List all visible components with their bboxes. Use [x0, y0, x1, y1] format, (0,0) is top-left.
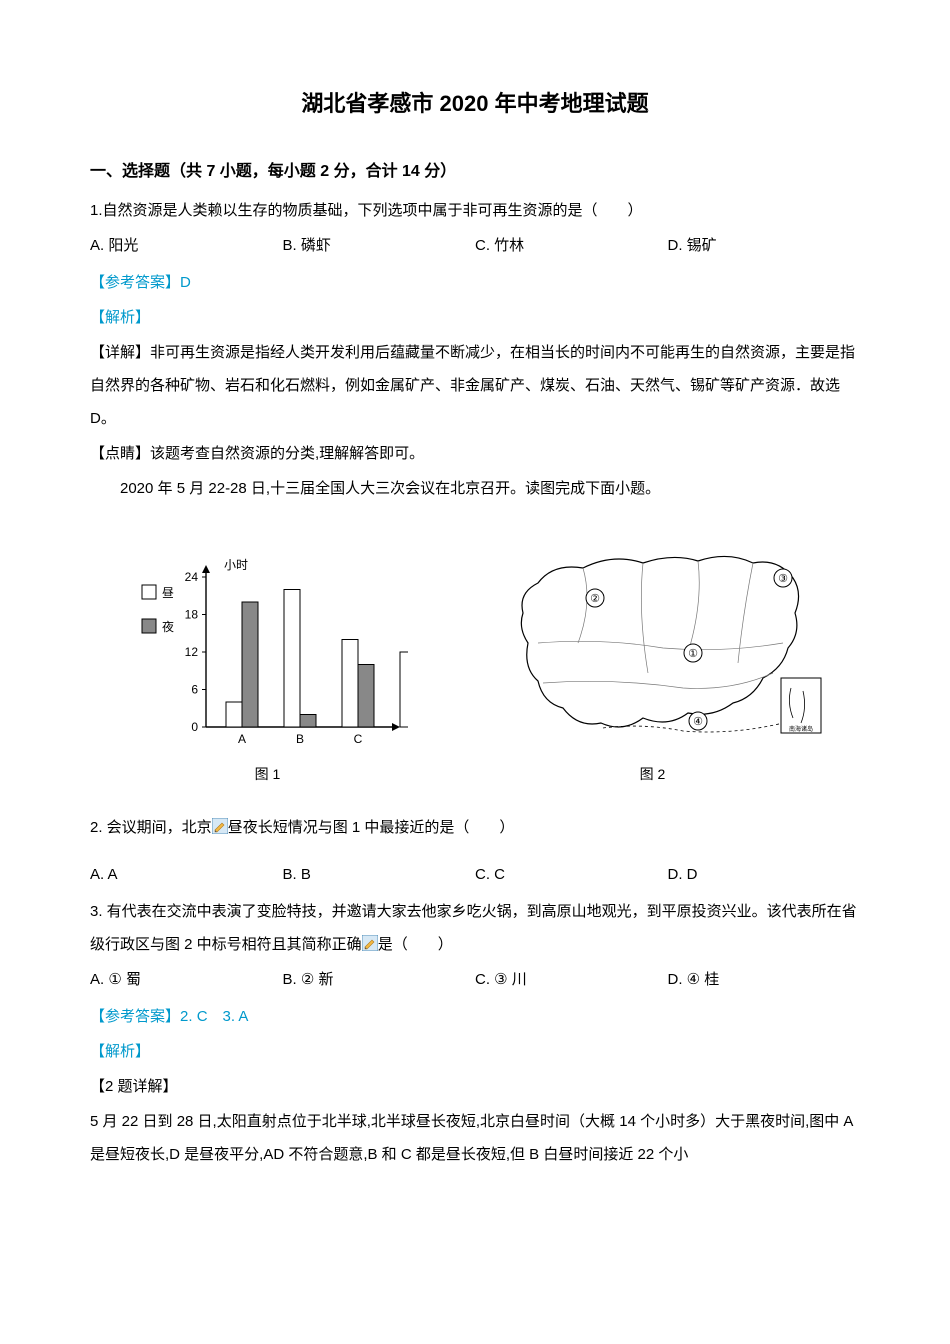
q1-options: A. 阳光 B. 磷虾 C. 竹林 D. 锡矿	[90, 229, 860, 262]
intro2: 2020 年 5 月 22-28 日,十三届全国人大三次会议在北京召开。读图完成…	[90, 472, 860, 505]
q3-options: A. ① 蜀 B. ② 新 C. ③ 川 D. ④ 桂	[90, 963, 860, 996]
svg-text:C: C	[353, 732, 362, 746]
map-marker-3-label: ③	[778, 573, 788, 585]
q2-optC: C. C	[475, 858, 668, 891]
svg-text:昼: 昼	[162, 586, 174, 600]
q3-optB: B. ② 新	[283, 963, 476, 996]
svg-text:6: 6	[191, 682, 198, 696]
q2-optB: B. B	[283, 858, 476, 891]
answer-label: 【参考答案】	[90, 274, 180, 291]
q23-answer: 【参考答案】2. C 3. A	[90, 1000, 860, 1033]
figure1-caption: 图 1	[255, 759, 281, 790]
svg-text:小时: 小时	[224, 558, 248, 572]
china-map-figure: ① ② ③ ④ 南海诸岛	[483, 523, 823, 753]
answer-label: 【参考答案】	[90, 1008, 180, 1025]
q2-detail: 5 月 22 日到 28 日,太阳直射点位于北半球,北半球昼长夜短,北京白昼时间…	[90, 1105, 860, 1171]
q3-optA: A. ① 蜀	[90, 963, 283, 996]
q1-point: 【点睛】该题考查自然资源的分类,理解解答即可。	[90, 437, 860, 470]
pencil-edit-icon	[362, 935, 378, 951]
figure1-block: 06121824小时昼夜ABCD 图 1	[128, 553, 408, 790]
svg-text:0: 0	[191, 720, 198, 734]
q2-sub-label: 【2 题详解】	[90, 1070, 860, 1103]
q2-optA: A. A	[90, 858, 283, 891]
q2-options: A. A B. B C. C D. D	[90, 858, 860, 891]
q3-stem-post: 是（ ）	[378, 936, 453, 953]
section-header: 一、选择题（共 7 小题，每小题 2 分，合计 14 分）	[90, 154, 860, 189]
q1-answer: 【参考答案】D	[90, 266, 860, 299]
q3-stem-pre: 3. 有代表在交流中表演了变脸特技，并邀请大家去他家乡吃火锅，到高原山地观光，到…	[90, 903, 857, 953]
q3-stem: 3. 有代表在交流中表演了变脸特技，并邀请大家去他家乡吃火锅，到高原山地观光，到…	[90, 895, 860, 961]
figures-row: 06121824小时昼夜ABCD 图 1 ① ② ③ ④ 南海诸岛 图 2	[90, 523, 860, 790]
svg-text:夜: 夜	[162, 619, 174, 634]
q3-inline-icon-wrap	[362, 936, 378, 953]
map-marker-2-label: ②	[590, 593, 600, 605]
q2-stem: 2. 会议期间，北京昼夜长短情况与图 1 中最接近的是（ ）	[90, 811, 860, 844]
q23-analysis-label: 【解析】	[90, 1035, 860, 1068]
q2-stem-pre: 2. 会议期间，北京	[90, 819, 212, 836]
pencil-edit-icon	[212, 818, 228, 834]
q1-analysis-label: 【解析】	[90, 301, 860, 334]
q1-optB: B. 磷虾	[283, 229, 476, 262]
q3-optC: C. ③ 川	[475, 963, 668, 996]
q2-optD: D. D	[668, 858, 861, 891]
svg-text:18: 18	[184, 607, 198, 621]
figure2-caption: 图 2	[640, 759, 666, 790]
svg-text:B: B	[295, 732, 303, 746]
q1-stem: 1.自然资源是人类赖以生存的物质基础，下列选项中属于非可再生资源的是（ ）	[90, 194, 860, 227]
page-title: 湖北省孝感市 2020 年中考地理试题	[90, 80, 860, 128]
q1-detail: 【详解】非可再生资源是指经人类开发利用后蕴藏量不断减少，在相当长的时间内不可能再…	[90, 336, 860, 435]
svg-text:12: 12	[184, 645, 198, 659]
map-marker-4-label: ④	[693, 716, 703, 728]
map-inset-box	[781, 678, 821, 733]
q1-optC: C. 竹林	[475, 229, 668, 262]
q2-inline-icon-wrap	[212, 819, 228, 836]
q2-stem-post: 昼夜长短情况与图 1 中最接近的是（ ）	[228, 819, 515, 836]
bar-chart-figure: 06121824小时昼夜ABCD	[128, 553, 408, 753]
map-inset-label: 南海诸岛	[788, 725, 812, 733]
map-marker-1-label: ①	[688, 648, 698, 660]
answer-value: 2. C 3. A	[180, 1008, 248, 1025]
figure2-block: ① ② ③ ④ 南海诸岛 图 2	[483, 523, 823, 790]
svg-text:24: 24	[184, 570, 198, 584]
answer-value: D	[180, 274, 191, 291]
q1-optA: A. 阳光	[90, 229, 283, 262]
q3-optD: D. ④ 桂	[668, 963, 861, 996]
svg-text:A: A	[237, 732, 245, 746]
q1-optD: D. 锡矿	[668, 229, 861, 262]
